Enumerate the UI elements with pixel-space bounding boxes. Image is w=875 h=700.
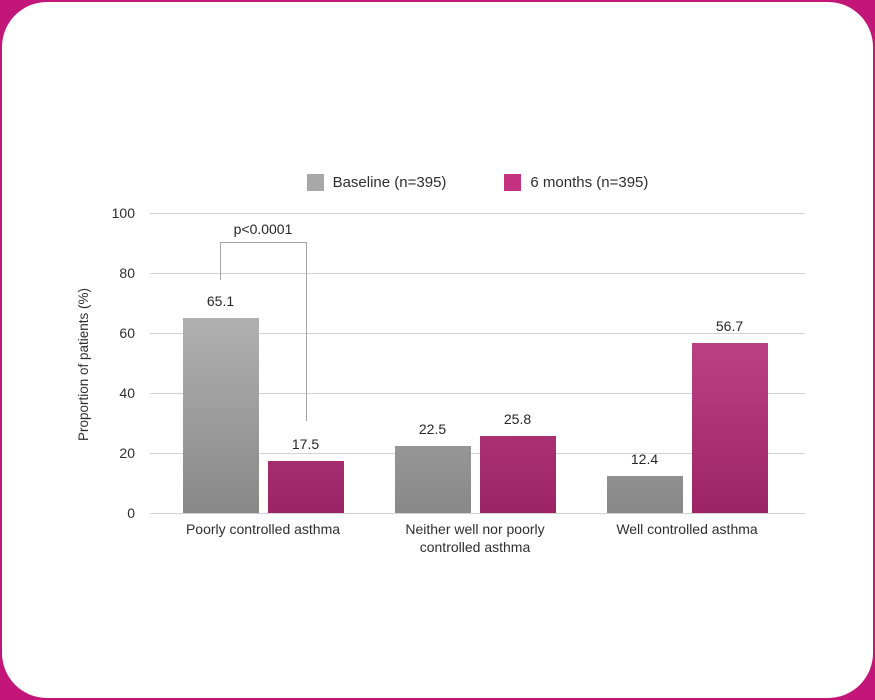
gridline	[150, 272, 805, 274]
gridline	[150, 392, 805, 394]
gridline	[150, 332, 805, 334]
legend: Baseline (n=395) 6 months (n=395)	[150, 172, 805, 192]
bar-series1-cat2	[691, 342, 768, 513]
bar-series1-cat0	[267, 460, 344, 513]
gridline	[150, 212, 805, 214]
y-tick-label: 80	[119, 265, 135, 281]
baseline-swatch	[306, 173, 324, 191]
bar-value-label: 17.5	[291, 435, 320, 452]
bar-value-label: 65.1	[206, 292, 235, 309]
bar-series1-cat1	[479, 435, 556, 513]
y-tick-label: 40	[119, 385, 135, 401]
bar-value-label: 12.4	[630, 450, 659, 467]
bar-value-label: 22.5	[418, 420, 447, 437]
y-tick-label: 20	[119, 445, 135, 461]
p-value-annotation: p<0.0001	[233, 221, 293, 237]
bar-value-label: 56.7	[715, 317, 744, 334]
category-label: Well controlled asthma	[616, 521, 758, 537]
y-tick-label: 0	[127, 505, 135, 521]
legend-item-baseline: Baseline (n=395)	[306, 173, 447, 191]
legend-item-6months: 6 months (n=395)	[504, 173, 649, 191]
category-label: Poorly controlled asthma	[185, 521, 341, 537]
bar-series0-cat1	[394, 445, 471, 513]
bar-value-label: 25.8	[503, 410, 532, 427]
bar-series0-cat0	[182, 317, 259, 513]
significance-bracket-top	[220, 242, 306, 243]
gridline	[150, 512, 805, 514]
legend-label-6months: 6 months (n=395)	[530, 173, 649, 191]
y-tick-label: 100	[111, 205, 135, 221]
bar-series0-cat2	[606, 475, 683, 513]
significance-bracket-left-leg	[220, 242, 221, 280]
y-tick-label: 60	[119, 325, 135, 341]
gridline	[150, 452, 805, 454]
legend-label-baseline: Baseline (n=395)	[332, 173, 447, 191]
significance-bracket-right-leg	[306, 242, 307, 421]
category-label: Neither well nor poorly controlled asthm…	[405, 521, 545, 555]
6months-swatch	[504, 173, 522, 191]
